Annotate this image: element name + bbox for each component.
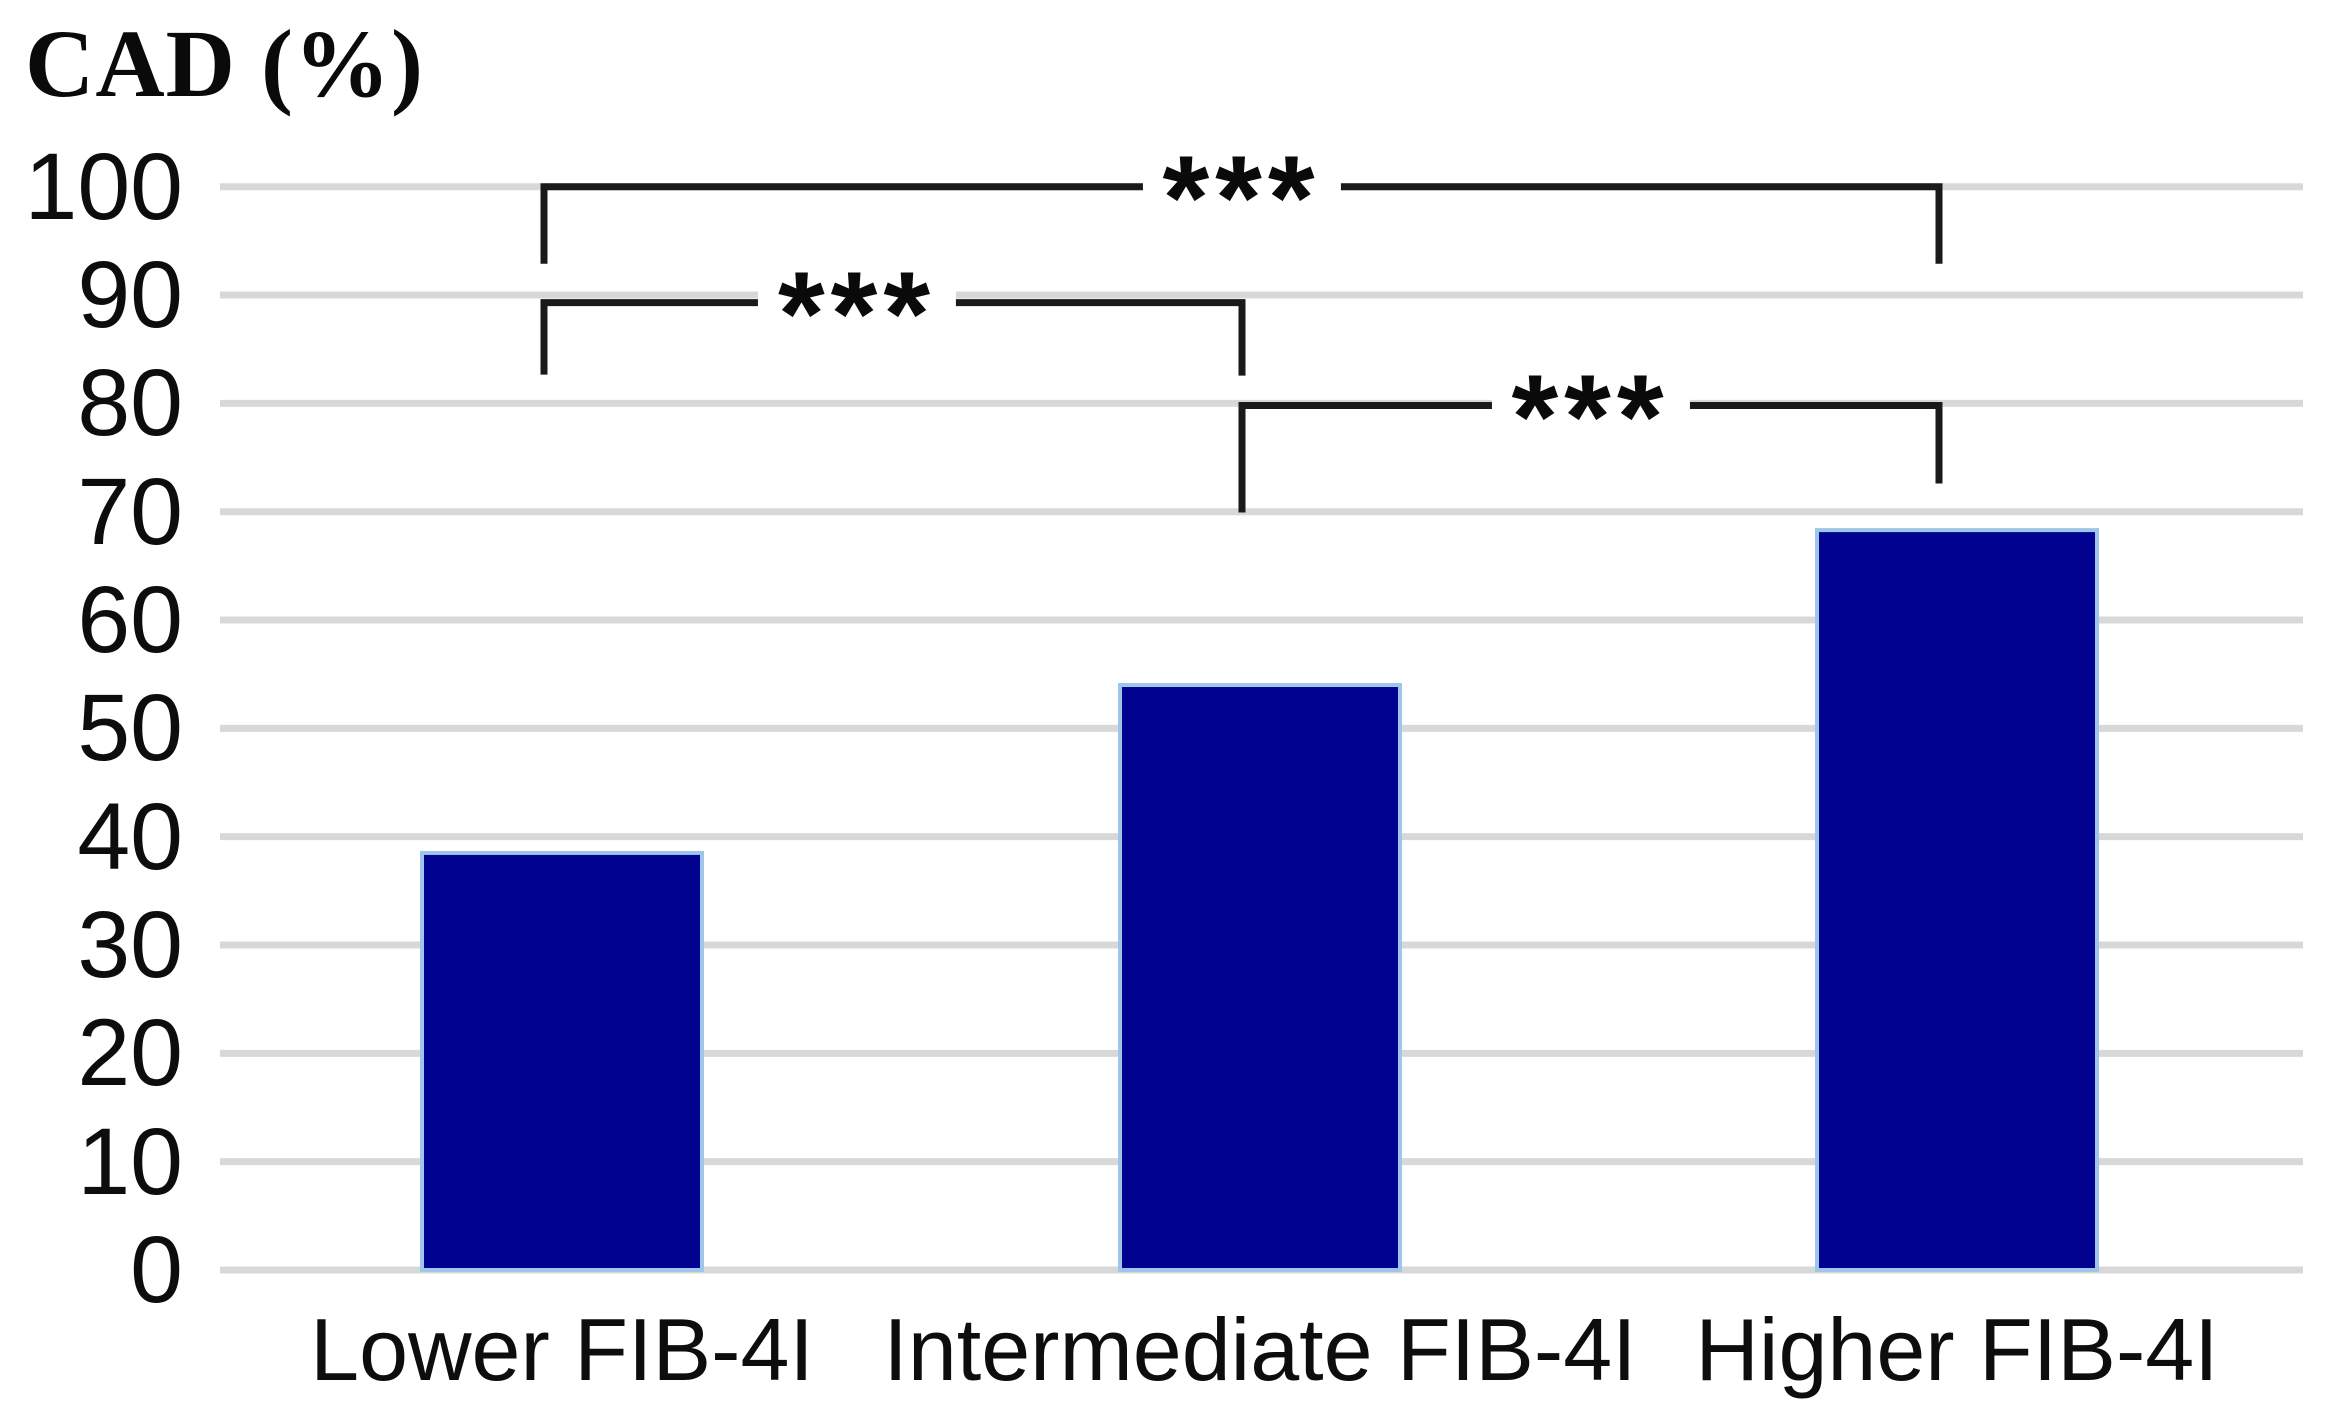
y-tick-label-40: 40 bbox=[77, 783, 183, 890]
y-tick-label-10: 10 bbox=[77, 1108, 183, 1215]
y-tick-label-50: 50 bbox=[77, 675, 183, 782]
y-tick-label-70: 70 bbox=[77, 458, 183, 565]
bar-lower-fib-4i bbox=[420, 850, 704, 1272]
y-tick-label-60: 60 bbox=[77, 567, 183, 674]
category-label-lower-fib-4i: Lower FIB-4I bbox=[310, 1300, 814, 1399]
bar-higher-fib-4i bbox=[1815, 528, 2099, 1272]
y-tick-label-80: 80 bbox=[77, 350, 183, 457]
bar-intermediate-fib-4i bbox=[1118, 683, 1402, 1272]
category-label-higher-fib-4i: Higher FIB-4I bbox=[1695, 1300, 2219, 1399]
y-tick-label-20: 20 bbox=[77, 1000, 183, 1107]
y-tick-label-0: 0 bbox=[130, 1217, 183, 1323]
significance-stars-1: *** bbox=[1142, 131, 1341, 265]
category-label-intermediate-fib-4i: Intermediate FIB-4I bbox=[883, 1300, 1637, 1399]
y-tick-label-100: 100 bbox=[24, 133, 183, 240]
y-tick-label-30: 30 bbox=[77, 892, 183, 998]
significance-stars-2: *** bbox=[757, 247, 957, 381]
y-tick-label-90: 90 bbox=[77, 242, 183, 349]
chart-title: CAD (%) bbox=[25, 10, 424, 117]
significance-stars-3: *** bbox=[1491, 350, 1690, 484]
